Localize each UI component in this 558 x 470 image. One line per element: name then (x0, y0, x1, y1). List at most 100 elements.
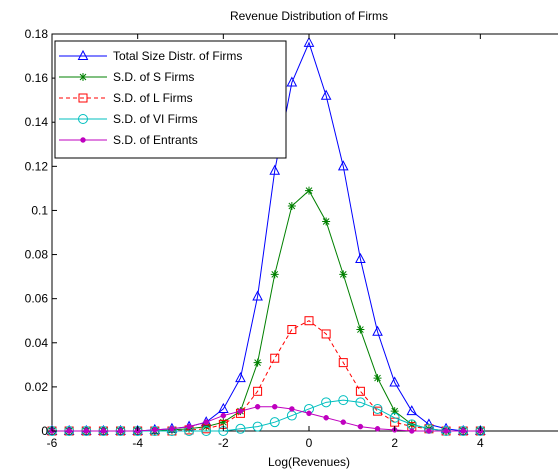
legend-label: S.D. of VI Firms (113, 112, 198, 126)
data-point (443, 428, 449, 434)
data-point (460, 428, 466, 434)
data-point (253, 386, 263, 396)
data-point (390, 407, 399, 416)
x-tick-label: 4 (477, 436, 484, 450)
series-line (52, 406, 481, 432)
data-point (322, 217, 331, 226)
axis-layer: -6-4-2024600.020.040.060.080.10.120.140.… (25, 27, 484, 450)
data-point (252, 421, 263, 432)
legend-label: S.D. of S Firms (113, 70, 194, 84)
data-point (237, 408, 244, 414)
data-point (270, 353, 280, 363)
y-tick-label: 0.08 (25, 248, 49, 262)
legend-entry: Total Size Distr. of Firms (59, 49, 242, 63)
x-tick-label: 0 (306, 436, 313, 450)
legend-entry: S.D. of L Firms (59, 91, 193, 105)
legend-marker (77, 49, 89, 60)
data-point (235, 371, 246, 383)
data-point (220, 412, 227, 419)
x-axis-label: Log(Revenues) (268, 455, 350, 469)
y-tick-label: 0.16 (25, 71, 49, 85)
data-point (323, 415, 329, 421)
data-point (83, 428, 90, 434)
data-point (321, 397, 332, 408)
legend-marker (78, 114, 88, 124)
y-tick-label: 0.06 (25, 292, 49, 306)
data-point (117, 428, 124, 434)
data-point (355, 397, 366, 408)
data-point (338, 358, 348, 368)
data-point (100, 428, 107, 434)
data-point (219, 418, 228, 427)
data-point (235, 423, 246, 434)
data-point (269, 164, 281, 175)
x-tick-label: 2 (391, 436, 398, 450)
data-point (406, 405, 418, 416)
data-point (186, 423, 192, 430)
data-point (254, 403, 261, 410)
x-tick-label: -4 (132, 436, 143, 450)
data-point (287, 325, 297, 335)
data-point (337, 160, 349, 171)
legend-entry: S.D. of Entrants (59, 133, 198, 147)
data-point (203, 419, 209, 425)
data-point (218, 402, 229, 413)
data-point (340, 419, 347, 425)
chart-title: Revenue Distribution of Firms (230, 9, 388, 23)
data-point (305, 186, 313, 195)
series-layer (46, 36, 486, 436)
legend-marker (80, 137, 86, 143)
data-point (355, 386, 365, 396)
data-point (339, 270, 348, 279)
x-tick-label: -2 (218, 436, 229, 450)
data-point (321, 329, 331, 339)
data-point (389, 412, 400, 423)
y-tick-label: 0.04 (25, 336, 49, 350)
legend-marker (78, 93, 88, 103)
legend-entry: S.D. of S Firms (59, 70, 194, 84)
data-point (372, 403, 383, 414)
y-tick-label: 0.14 (25, 115, 49, 129)
data-point (409, 428, 415, 434)
legend-entry: S.D. of VI Firms (59, 112, 198, 126)
data-point (320, 89, 332, 100)
y-tick-label: 0.1 (31, 203, 48, 217)
data-point (66, 428, 72, 434)
y-tick-label: 0.18 (25, 27, 49, 41)
series-5 (49, 403, 484, 434)
data-point (373, 374, 382, 383)
data-point (201, 426, 212, 436)
legend-label: Total Size Distr. of Firms (113, 49, 242, 63)
data-point (355, 252, 366, 263)
data-point (253, 358, 262, 367)
legend-label: S.D. of L Firms (113, 91, 193, 105)
data-point (372, 325, 383, 336)
data-point (252, 290, 263, 301)
data-point (374, 426, 381, 432)
y-tick-label: 0.02 (25, 380, 49, 394)
data-point (304, 316, 314, 326)
data-point (426, 428, 432, 434)
data-point (169, 426, 175, 432)
legend-label: S.D. of Entrants (113, 133, 198, 147)
data-point (356, 325, 365, 334)
data-point (152, 427, 158, 433)
data-point (306, 410, 312, 417)
data-point (269, 417, 280, 428)
data-point (149, 426, 160, 436)
data-point (270, 270, 279, 279)
data-point (389, 376, 400, 387)
data-point (289, 406, 295, 412)
y-tick-label: 0.12 (25, 159, 49, 173)
legend: Total Size Distr. of Firms S.D. of S Firm… (54, 40, 287, 159)
data-point (338, 395, 349, 406)
legend-marker (79, 73, 87, 81)
y-tick-label: 0 (41, 424, 48, 438)
legend-box (54, 40, 287, 159)
data-point (271, 403, 278, 410)
data-point (287, 202, 296, 211)
data-point (357, 423, 364, 430)
data-point (286, 76, 298, 87)
data-point (303, 36, 315, 47)
